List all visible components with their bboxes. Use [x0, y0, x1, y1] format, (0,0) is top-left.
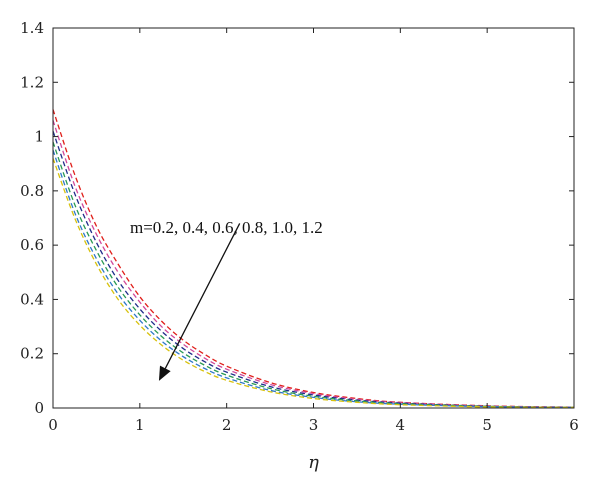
x-tick-label: 4: [396, 416, 406, 434]
y-tick-label: 0.2: [20, 345, 44, 363]
y-tick-label: 1.4: [20, 19, 44, 37]
series-line-3: [52, 141, 575, 409]
series-line-4: [52, 149, 575, 409]
series-line-1: [52, 120, 575, 408]
x-tick-label: 2: [222, 416, 232, 434]
y-tick-label: 0.4: [20, 290, 44, 308]
y-tick-label: 0.8: [20, 182, 44, 200]
annotation-text: m=0.2, 0.4, 0.6, 0.8, 1.0, 1.2: [130, 218, 323, 237]
series-layer: [52, 109, 575, 409]
y-tick-label: 0.6: [20, 236, 44, 254]
y-tick-label: 1: [34, 128, 44, 146]
ticks-layer: 0 1 2 3 4 5 6 0 0.2 0.4 0.6 0.8 1 1.2 1.4: [20, 19, 579, 434]
x-axis-label: η: [308, 452, 319, 473]
annotation-arrow-line: [164, 223, 241, 369]
series-line-5: [52, 158, 575, 409]
annotation-layer: m=0.2, 0.4, 0.6, 0.8, 1.0, 1.2: [130, 218, 323, 381]
series-line-0: [52, 109, 575, 408]
series-line-2: [52, 130, 575, 409]
x-tick-label: 3: [309, 416, 319, 434]
x-tick-label: 5: [482, 416, 492, 434]
y-tick-label: 1.2: [20, 73, 44, 91]
x-tick-label: 1: [135, 416, 145, 434]
y-tick-label: 0: [34, 399, 44, 417]
x-tick-label: 6: [569, 416, 579, 434]
annotation-arrowhead: [158, 365, 171, 381]
x-tick-label: 0: [48, 416, 58, 434]
